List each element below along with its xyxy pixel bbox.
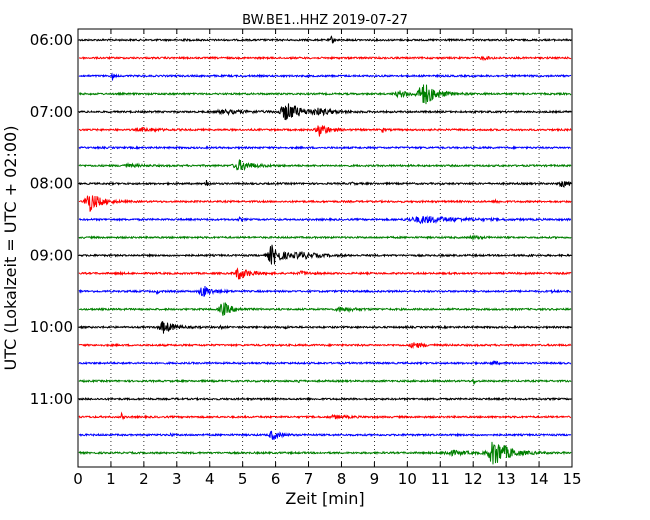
y-tick-label: 07:00 [30,103,73,121]
trace-0900 [78,244,571,265]
x-tick-label: 9 [370,470,380,488]
y-tick-label: 08:00 [30,175,73,193]
x-axis-ticks: 0 1 2 3 4 5 6 7 8 9 10 11 12 13 14 15 [73,29,582,488]
trace-1015 [78,341,572,350]
y-axis-ticks: 06:00 07:00 08:00 09:00 10:00 11:00 [30,31,572,408]
x-tick-label: 8 [337,470,347,488]
x-axis-label: Zeit [min] [285,489,364,508]
trace-1115 [78,411,572,421]
y-tick-label: 06:00 [30,31,73,49]
y-tick-label: 11:00 [30,390,73,408]
x-tick-label: 1 [106,470,116,488]
x-tick-label: 3 [172,470,182,488]
y-tick-label: 09:00 [30,246,73,264]
trace-0615 [79,55,572,62]
trace-0945 [78,301,572,316]
x-tick-label: 10 [398,470,417,488]
x-tick-label: 7 [304,470,314,488]
x-tick-label: 12 [464,470,483,488]
y-axis-label: UTC (Lokalzeit = UTC + 02:00) [1,126,20,371]
trace-0700 [78,103,572,121]
x-tick-label: 11 [431,470,450,488]
trace-0815 [78,195,572,212]
plot-frame [77,28,573,468]
trace-1130 [78,430,572,440]
trace-1100 [78,396,572,402]
trace-0930 [78,285,572,298]
trace-0715 [78,125,572,137]
trace-1000 [78,321,572,334]
traces [78,35,572,465]
trace-1145 [78,441,572,465]
trace-0845 [78,234,572,242]
trace-1045 [78,378,572,385]
y-tick-label: 10:00 [30,318,73,336]
x-tick-label: 5 [238,470,248,488]
trace-0915 [78,267,572,280]
trace-0830 [78,215,572,225]
x-tick-label: 0 [73,470,83,488]
trace-1030 [78,360,572,366]
x-tick-label: 2 [139,470,149,488]
trace-0730 [78,145,572,151]
trace-0745 [78,159,572,171]
x-tick-label: 6 [271,470,281,488]
x-tick-label: 13 [497,470,516,488]
trace-0800 [78,180,572,188]
trace-0630 [78,72,572,81]
x-tick-label: 14 [530,470,549,488]
x-tick-label: 15 [562,470,581,488]
trace-0645 [78,84,572,105]
chart-title: BW.BE1..HHZ 2019-07-27 [242,13,408,28]
x-tick-label: 4 [205,470,215,488]
trace-0600 [78,35,572,44]
